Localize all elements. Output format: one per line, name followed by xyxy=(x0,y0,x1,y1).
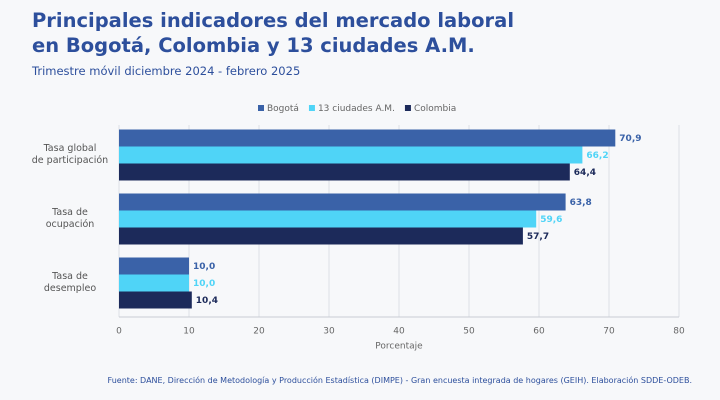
x-tick-label: 80 xyxy=(673,327,685,337)
value-label: 10,4 xyxy=(196,296,218,306)
value-label: 64,4 xyxy=(574,168,596,178)
x-axis-label: Porcentaje xyxy=(375,342,423,352)
bar xyxy=(119,129,616,147)
category-label: Tasa de desempleo xyxy=(43,271,97,294)
value-label: 66,2 xyxy=(586,151,608,161)
value-label: 59,6 xyxy=(540,215,562,225)
category-label: Tasa global de participación xyxy=(31,143,109,166)
value-label: 57,7 xyxy=(527,232,549,242)
x-tick-label: 40 xyxy=(393,327,405,337)
x-tick-label: 30 xyxy=(323,327,335,337)
bar xyxy=(119,257,189,275)
value-label: 63,8 xyxy=(570,198,592,208)
bar xyxy=(119,163,570,181)
bar xyxy=(119,193,566,211)
chart-subtitle: Trimestre móvil diciembre 2024 - febrero… xyxy=(32,64,301,78)
legend-label: Colombia xyxy=(414,104,456,114)
category-label: Tasa de ocupación xyxy=(45,207,95,230)
legend-swatch xyxy=(308,105,315,111)
x-tick-label: 70 xyxy=(603,327,615,337)
bar xyxy=(119,210,537,228)
x-tick-label: 0 xyxy=(116,327,122,337)
bar xyxy=(119,274,189,292)
bar xyxy=(119,291,192,309)
legend-swatch xyxy=(258,105,264,111)
bar xyxy=(119,227,523,245)
legend-label: 13 ciudades A.M. xyxy=(318,104,395,114)
value-label: 10,0 xyxy=(193,279,215,289)
value-label: 10,0 xyxy=(193,262,215,272)
x-tick-label: 10 xyxy=(183,327,195,337)
x-tick-label: 60 xyxy=(533,327,545,337)
value-label: 70,9 xyxy=(619,134,641,144)
source-note: Fuente: DANE, Dirección de Metodología y… xyxy=(107,376,692,385)
legend-swatch xyxy=(404,105,411,111)
chart-title: Principales indicadores del mercado labo… xyxy=(32,9,514,57)
bar xyxy=(119,146,583,164)
legend-label: Bogotá xyxy=(267,104,299,114)
x-tick-label: 50 xyxy=(463,327,475,337)
x-tick-label: 20 xyxy=(253,327,265,337)
